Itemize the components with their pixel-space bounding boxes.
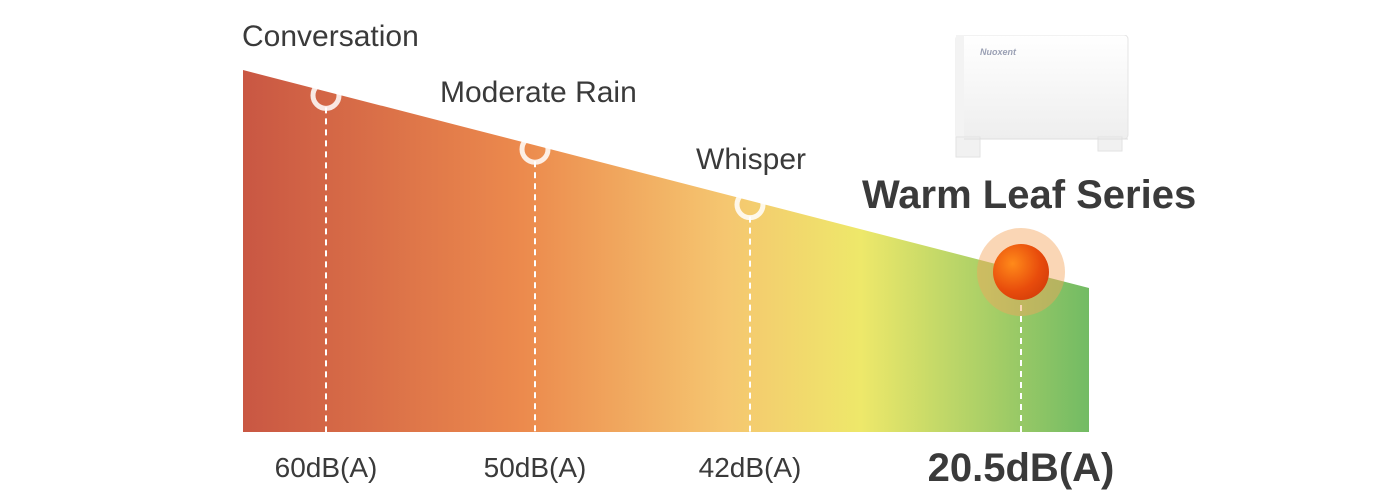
noise-area: [243, 70, 1089, 432]
db-value-label: 50dB(A): [483, 452, 587, 483]
db-value-label: 60dB(A): [274, 452, 378, 483]
svg-text:Nuoxent: Nuoxent: [980, 47, 1017, 57]
db-value-label: 42dB(A): [698, 452, 802, 483]
product-image: Nuoxent: [952, 34, 1130, 159]
level-marker: [310, 79, 342, 111]
level-name-label: Conversation: [242, 20, 419, 53]
highlight-db-label: 20.5dB(A): [927, 446, 1115, 490]
level-marker: [519, 133, 551, 165]
highlight-marker: [993, 244, 1049, 300]
level-marker: [734, 189, 766, 221]
level-name-label: Moderate Rain: [440, 76, 637, 109]
highlight-series-label: Warm Leaf Series: [862, 173, 1197, 217]
level-name-label: Whisper: [696, 143, 807, 176]
